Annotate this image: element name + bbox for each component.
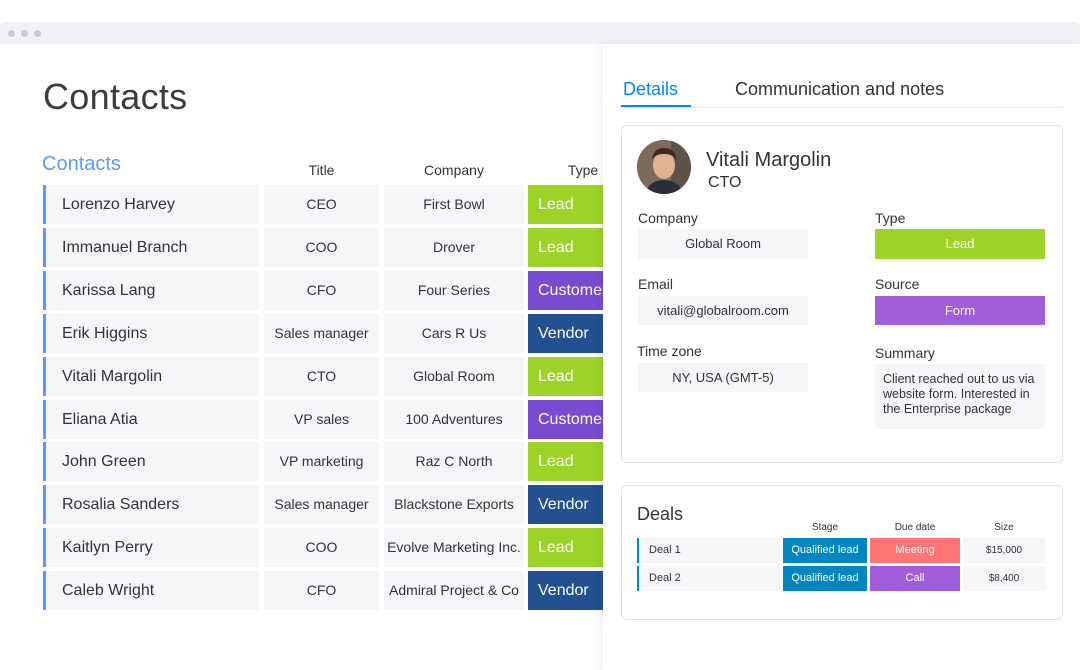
contact-name-cell[interactable]: Lorenzo Harvey [43, 185, 259, 224]
contact-company-cell[interactable]: Four Series [384, 270, 524, 310]
contact-name-cell[interactable]: Immanuel Branch [43, 227, 259, 267]
deal-name-cell[interactable]: Deal 2 [637, 566, 780, 591]
contact-title-cell[interactable]: CFO [264, 571, 379, 611]
contact-title-cell[interactable]: COO [264, 227, 379, 267]
contact-type-pill[interactable]: Vendor [528, 313, 603, 353]
tab-details[interactable]: Details [621, 78, 691, 107]
contact-title-cell[interactable]: Sales manager [264, 313, 379, 353]
contact-title-cell[interactable]: COO [264, 528, 379, 568]
window-dot-icon[interactable] [21, 30, 28, 37]
contact-company-cell[interactable]: Admiral Project & Co [384, 571, 524, 611]
contact-company-cell[interactable]: Raz C North [384, 442, 524, 482]
email-label: Email [638, 276, 674, 292]
source-label: Source [875, 276, 920, 292]
type-status-pill[interactable]: Lead [875, 229, 1045, 259]
contact-title-cell[interactable]: VP sales [264, 399, 379, 439]
contact-company-cell[interactable]: Blackstone Exports [384, 485, 524, 525]
summary-label: Summary [875, 345, 935, 361]
person-photo-icon [637, 140, 691, 194]
tab-communication-notes[interactable]: Communication and notes [735, 79, 945, 99]
window-titlebar [0, 22, 1080, 44]
detail-tabs: Details Communication and notes [621, 78, 1063, 108]
window-dot-icon[interactable] [8, 30, 15, 37]
contact-name: Vitali Margolin [706, 149, 832, 171]
window-dot-icon[interactable] [34, 30, 41, 37]
contact-title-cell[interactable]: VP marketing [264, 442, 379, 482]
contact-title-cell[interactable]: CEO [264, 185, 379, 224]
contact-name-cell[interactable]: John Green [43, 442, 259, 482]
deals-title: Deals [637, 504, 684, 524]
contact-name-cell[interactable]: Eliana Atia [43, 399, 259, 439]
deal-stage-pill[interactable]: Qualified lead [783, 566, 867, 591]
contact-title-cell[interactable]: CTO [264, 356, 379, 396]
avatar[interactable] [637, 140, 691, 194]
contact-name-cell[interactable]: Caleb Wright [43, 571, 259, 611]
contact-name-cell[interactable]: Erik Higgins [43, 313, 259, 353]
deal-due-pill[interactable]: Call [870, 566, 960, 591]
source-status-pill[interactable]: Form [875, 296, 1045, 325]
deal-size-cell[interactable]: $15,000 [963, 538, 1045, 563]
contact-type-pill[interactable]: Vendor [528, 485, 603, 525]
contact-name-cell[interactable]: Rosalia Sanders [43, 485, 259, 525]
contact-title-cell[interactable]: Sales manager [264, 485, 379, 525]
contact-company-cell[interactable]: 100 Adventures [384, 399, 524, 439]
deals-column-size: Size [994, 522, 1014, 533]
timezone-field[interactable]: NY, USA (GMT-5) [638, 363, 808, 392]
deals-column-stage: Stage [811, 522, 839, 533]
contact-name-cell[interactable]: Kaitlyn Perry [43, 528, 259, 568]
contact-company-cell[interactable]: First Bowl [384, 185, 524, 224]
contact-company-cell[interactable]: Drover [384, 227, 524, 267]
contact-type-pill[interactable]: Lead [528, 185, 603, 224]
contact-name-cell[interactable]: Karissa Lang [43, 270, 259, 310]
contact-type-pill[interactable]: Customer [528, 270, 603, 310]
deals-card: Deals Stage Due date Size Deal 1 Qualifie… [621, 485, 1063, 620]
contact-company-cell[interactable]: Global Room [384, 356, 524, 396]
email-field[interactable]: vitali@globalroom.com [638, 296, 808, 325]
contact-company-cell[interactable]: Cars R Us [384, 313, 524, 353]
contact-type-pill[interactable]: Lead [528, 528, 603, 568]
contact-role: CTO [708, 174, 742, 191]
deal-stage-pill[interactable]: Qualified lead [783, 538, 867, 563]
contact-card: Vitali Margolin CTO Company Global Room … [621, 125, 1063, 463]
contact-name-cell[interactable]: Vitali Margolin [43, 356, 259, 396]
deal-name-cell[interactable]: Deal 1 [637, 538, 780, 563]
company-field[interactable]: Global Room [638, 229, 808, 259]
page-title: Contacts [43, 76, 188, 117]
contact-type-pill[interactable]: Lead [528, 442, 603, 482]
company-label: Company [638, 210, 698, 226]
deals-column-due-date: Due date [894, 522, 936, 533]
column-header-type[interactable]: Type [567, 162, 599, 178]
contact-title-cell[interactable]: CFO [264, 270, 379, 310]
contact-type-pill[interactable]: Lead [528, 356, 603, 396]
column-header-company[interactable]: Company [424, 162, 484, 178]
contact-type-pill[interactable]: Lead [528, 227, 603, 267]
group-title[interactable]: Contacts [42, 153, 121, 175]
timezone-label: Time zone [637, 343, 702, 359]
contact-type-pill[interactable]: Customer [528, 399, 603, 439]
contact-company-cell[interactable]: Evolve Marketing Inc. [384, 528, 524, 568]
summary-field[interactable]: Client reached out to us via website for… [875, 364, 1045, 429]
column-header-title[interactable]: Title [308, 162, 335, 178]
contacts-board: Contacts Contacts Title Company Type Lor… [0, 44, 603, 670]
contact-type-pill[interactable]: Vendor [528, 571, 603, 611]
deal-due-pill[interactable]: Meeting [870, 538, 960, 563]
contact-detail-panel: Details Communication and notes Vitali M… [603, 44, 1080, 670]
deal-size-cell[interactable]: $8,400 [963, 566, 1045, 591]
type-label: Type [875, 210, 906, 226]
